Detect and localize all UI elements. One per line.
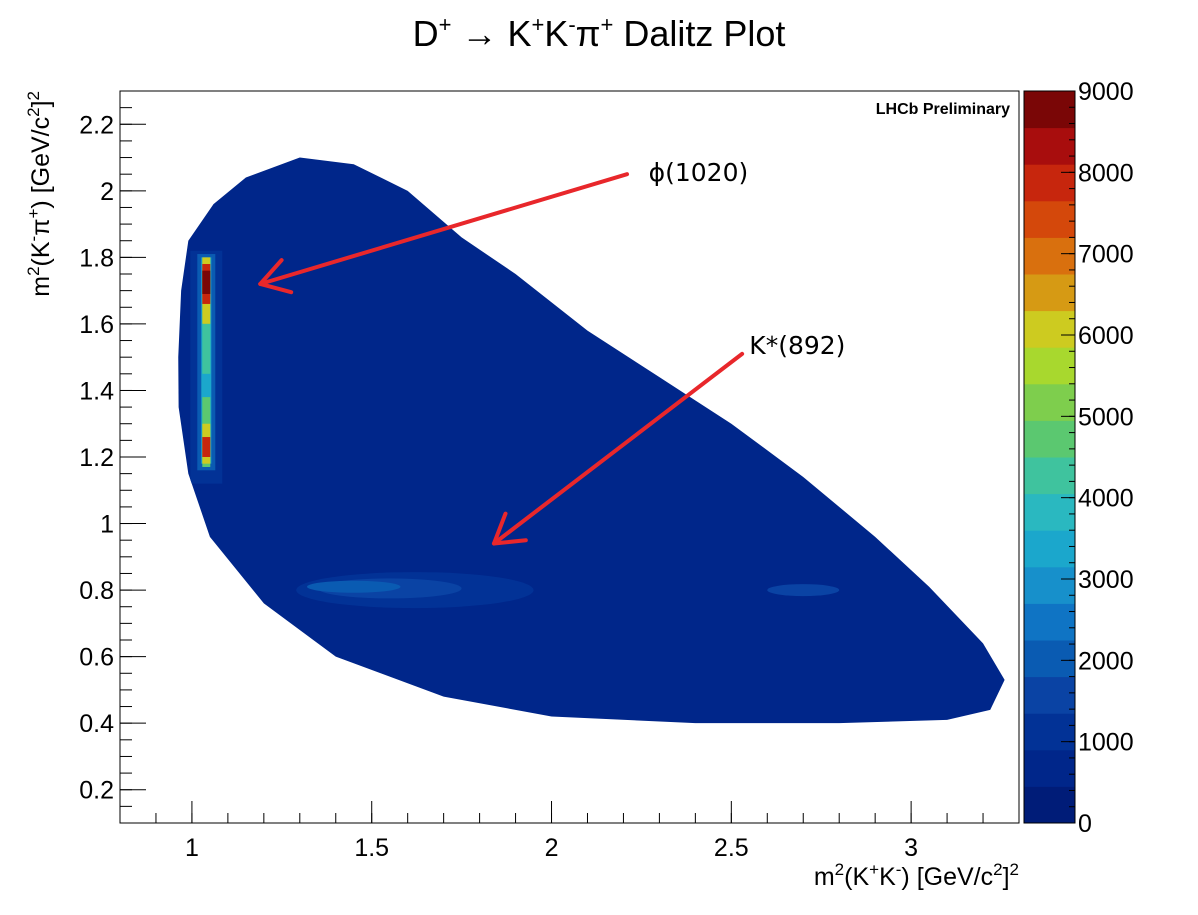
x-tick-label: 2 [545, 834, 559, 862]
y-tick-label: 1.8 [79, 244, 114, 272]
phi-hotspot [202, 323, 211, 374]
color-scale-label: 8000 [1078, 159, 1134, 187]
x-axis-label: m2(K+K-) [GeV/c2]2 [814, 860, 1019, 891]
phi-hotspot [202, 270, 211, 294]
chart-title: D+ → K+K-π+ Dalitz Plot [413, 12, 786, 54]
x-tick-label: 2.5 [714, 834, 749, 862]
color-scale-segment [1024, 237, 1075, 275]
kstar-band-right [767, 584, 840, 597]
annotation-label: K*(892) [749, 331, 845, 360]
color-scale-label: 9000 [1078, 78, 1134, 106]
color-scale-label: 5000 [1078, 403, 1134, 431]
annotation-arrow-shaft [491, 351, 745, 546]
color-scale-label: 1000 [1078, 729, 1134, 757]
color-scale-bar: 0 1000 2000 3000 4000 5000 6000 7000 8000 9000 [1023, 78, 1134, 838]
y-tick-label: 1.4 [79, 377, 114, 405]
color-scale-frame [1023, 90, 1076, 824]
color-scale-segment [1024, 713, 1075, 751]
color-scale-label: 2000 [1078, 647, 1134, 675]
color-scale-segment [1024, 566, 1075, 604]
color-scale-segment [1024, 640, 1075, 678]
y-tick-label: 0.4 [79, 710, 114, 738]
y-tick-label: 1.6 [79, 311, 114, 339]
color-scale-segment [1024, 457, 1075, 495]
x-tick-label: 1.5 [354, 834, 389, 862]
color-scale-segment [1024, 493, 1075, 531]
annotation-arrow-head [258, 258, 294, 295]
annotation-arrow-shaft [258, 172, 630, 286]
kstar-band-peak [306, 580, 401, 593]
y-axis-label: m2(K-π+) [GeV/c2]2 [24, 91, 55, 297]
color-scale-label: 3000 [1078, 566, 1134, 594]
y-axis: 0.2 0.4 0.6 0.8 1 1.2 1.4 1.6 1.8 2 2.2 [79, 90, 146, 807]
y-tick-label: 1 [100, 511, 114, 539]
color-scale-segment [1024, 420, 1075, 458]
color-scale-label: 0 [1078, 810, 1092, 838]
color-scale-segment [1024, 164, 1075, 202]
y-tick-label: 0.8 [79, 577, 114, 605]
y-tick-label: 2 [100, 178, 114, 206]
color-scale-segment [1024, 530, 1075, 568]
x-axis: 1 1.5 2 2.5 3 [155, 801, 984, 862]
y-tick-label: 0.6 [79, 644, 114, 672]
color-scale-segment [1024, 603, 1075, 641]
y-tick-label: 1.2 [79, 444, 114, 472]
color-scale-segment [1024, 91, 1075, 129]
annotation-arrow-head [491, 511, 528, 546]
y-tick-label: 2.2 [79, 111, 114, 139]
color-scale-segment [1024, 676, 1075, 714]
color-scale-segment [1024, 786, 1075, 824]
color-scale-segment [1024, 200, 1075, 238]
x-tick-label: 1 [185, 834, 199, 862]
color-scale-segment [1024, 310, 1075, 348]
color-scale-segment [1024, 383, 1075, 421]
color-scale-segment [1024, 127, 1075, 165]
phi-hotspot [202, 437, 211, 457]
lhcb-watermark: LHCb Preliminary [876, 101, 1010, 118]
color-scale-segment [1024, 347, 1075, 385]
color-scale-label: 4000 [1078, 485, 1134, 513]
color-scale-label: 7000 [1078, 241, 1134, 269]
color-scale-segment [1024, 274, 1075, 312]
color-scale-segment [1024, 749, 1075, 787]
annotations: ϕ(1020) K*(892) [258, 158, 845, 546]
color-scale-label: 6000 [1078, 322, 1134, 350]
x-tick-label: 3 [904, 834, 918, 862]
y-tick-label: 0.2 [79, 777, 114, 805]
annotation-label: ϕ(1020) [649, 158, 749, 187]
